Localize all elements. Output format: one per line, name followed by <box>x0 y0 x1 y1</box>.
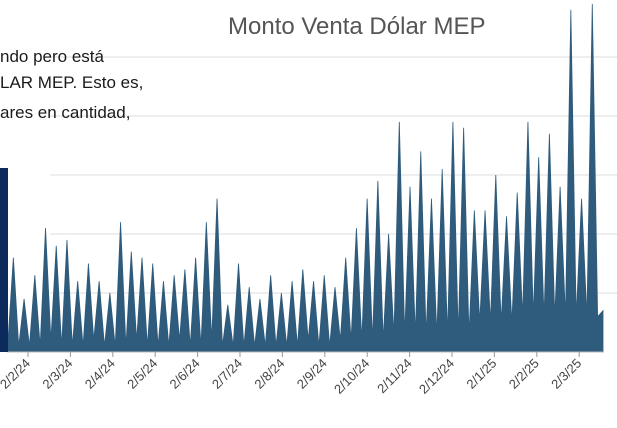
area <box>7 3 604 353</box>
text-line: LAR MEP. Esto es, <box>0 73 143 92</box>
area-layer <box>7 3 604 353</box>
side-panel <box>0 168 8 352</box>
chart-title: Monto Venta Dólar MEP <box>228 13 485 40</box>
text-line: ares en cantidad, <box>0 103 130 122</box>
text-line: ndo pero está <box>0 47 105 66</box>
